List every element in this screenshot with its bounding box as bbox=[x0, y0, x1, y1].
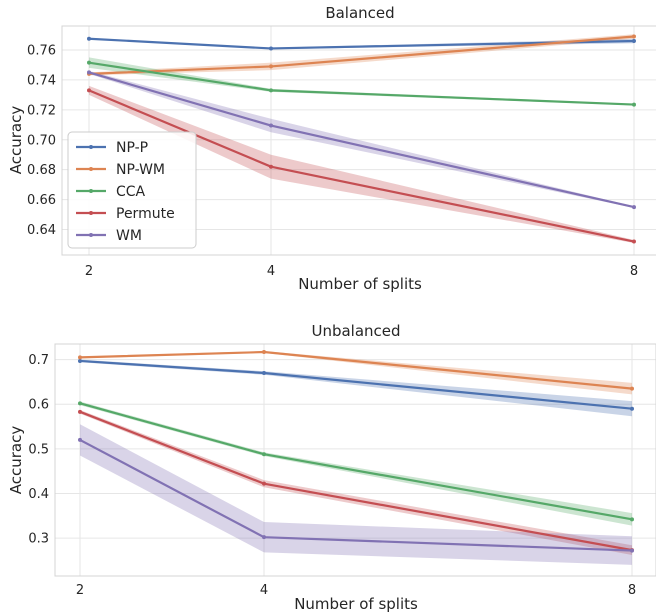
y-tick-label: 0.7 bbox=[28, 353, 49, 368]
x-tick-label: 8 bbox=[630, 264, 638, 279]
point-wm bbox=[262, 535, 266, 540]
legend-label-cca: CCA bbox=[116, 184, 146, 200]
point-np-p bbox=[632, 38, 636, 43]
point-np-wm bbox=[78, 355, 82, 360]
y-tick-label: 0.6 bbox=[28, 398, 49, 413]
legend-label-wm: WM bbox=[116, 228, 142, 244]
legend-marker-np-p bbox=[89, 145, 93, 149]
x-tick-label: 2 bbox=[76, 583, 84, 598]
xticks-unbalanced: 2 4 8 bbox=[76, 583, 636, 598]
band-permute bbox=[89, 85, 634, 244]
point-cca bbox=[269, 88, 273, 93]
xlabel-balanced: Number of splits bbox=[298, 275, 422, 293]
chart-title-balanced: Balanced bbox=[325, 4, 394, 22]
point-wm bbox=[632, 205, 636, 210]
x-tick-label: 2 bbox=[85, 264, 93, 279]
point-wm bbox=[87, 70, 91, 75]
grid-unbalanced bbox=[55, 344, 656, 576]
point-permute bbox=[262, 481, 266, 486]
ylabel-unbalanced: Accuracy bbox=[7, 426, 25, 495]
xlabel-unbalanced: Number of splits bbox=[294, 595, 418, 613]
point-np-wm bbox=[630, 386, 634, 391]
point-np-p bbox=[87, 36, 91, 41]
point-np-p bbox=[630, 406, 634, 411]
xticks-balanced: 2 4 8 bbox=[85, 264, 638, 279]
y-tick-label: 0.76 bbox=[27, 43, 56, 58]
point-np-wm bbox=[269, 64, 273, 69]
point-np-p bbox=[78, 358, 82, 363]
frame-unbalanced bbox=[54, 343, 656, 577]
band-np-wm bbox=[80, 351, 632, 395]
chart-title-unbalanced: Unbalanced bbox=[311, 322, 400, 340]
y-tick-label: 0.5 bbox=[28, 442, 49, 457]
point-np-p bbox=[262, 371, 266, 375]
legend-box bbox=[67, 131, 197, 249]
chart-balanced: Balanced 0.64 0.66 0.68 0.70 0.72 0.74 0.76 2 4… bbox=[7, 4, 656, 293]
point-permute bbox=[632, 239, 636, 244]
point-cca bbox=[632, 102, 636, 107]
point-cca bbox=[78, 401, 82, 406]
y-tick-label: 0.4 bbox=[28, 487, 49, 502]
y-tick-label: 0.3 bbox=[28, 532, 49, 547]
legend-marker-permute bbox=[89, 211, 93, 215]
yticks-balanced: 0.64 0.66 0.68 0.70 0.72 0.74 0.76 bbox=[27, 43, 56, 238]
point-np-p bbox=[269, 46, 273, 51]
legend-label-permute: Permute bbox=[116, 206, 175, 222]
point-cca bbox=[262, 452, 266, 457]
lines-unbalanced bbox=[78, 350, 634, 553]
legend-label-np-p: NP-P bbox=[116, 140, 148, 156]
band-wm bbox=[80, 424, 632, 565]
band-np-p bbox=[80, 359, 632, 417]
legend-marker-cca bbox=[89, 189, 93, 193]
x-tick-label: 4 bbox=[260, 583, 268, 598]
point-permute bbox=[269, 164, 273, 169]
legend-label-np-wm: NP-WM bbox=[116, 162, 165, 178]
point-cca bbox=[630, 517, 634, 522]
point-permute bbox=[87, 88, 91, 93]
yticks-unbalanced: 0.3 0.4 0.5 0.6 0.7 bbox=[28, 353, 49, 546]
ylabel-balanced: Accuracy bbox=[7, 106, 25, 175]
frame-balanced bbox=[61, 25, 656, 256]
legend: NP-P NP-WM CCA Permute WM bbox=[67, 131, 197, 249]
point-wm bbox=[269, 123, 273, 128]
lines-balanced bbox=[87, 34, 636, 244]
y-tick-label: 0.74 bbox=[27, 73, 56, 88]
point-np-wm bbox=[632, 34, 636, 39]
legend-marker-wm bbox=[89, 233, 93, 237]
legend-marker-np-wm bbox=[89, 167, 93, 171]
y-tick-label: 0.72 bbox=[27, 103, 56, 118]
chart-unbalanced: Unbalanced 0.3 0.4 0.5 0.6 0.7 2 4 8 Number of… bbox=[7, 322, 656, 613]
x-tick-label: 4 bbox=[267, 264, 275, 279]
band-cca bbox=[80, 401, 632, 526]
band-wm bbox=[89, 70, 634, 208]
point-np-wm bbox=[262, 350, 266, 355]
point-wm bbox=[78, 437, 82, 442]
y-tick-label: 0.64 bbox=[27, 223, 56, 238]
band-cca bbox=[89, 57, 634, 106]
point-permute bbox=[78, 409, 82, 414]
y-tick-label: 0.68 bbox=[27, 163, 56, 178]
point-wm bbox=[630, 548, 634, 553]
band-np-wm bbox=[89, 34, 634, 76]
bands-unbalanced bbox=[80, 351, 632, 565]
y-tick-label: 0.66 bbox=[27, 193, 56, 208]
x-tick-label: 8 bbox=[628, 583, 636, 598]
y-tick-label: 0.70 bbox=[27, 133, 56, 148]
point-cca bbox=[87, 60, 91, 65]
